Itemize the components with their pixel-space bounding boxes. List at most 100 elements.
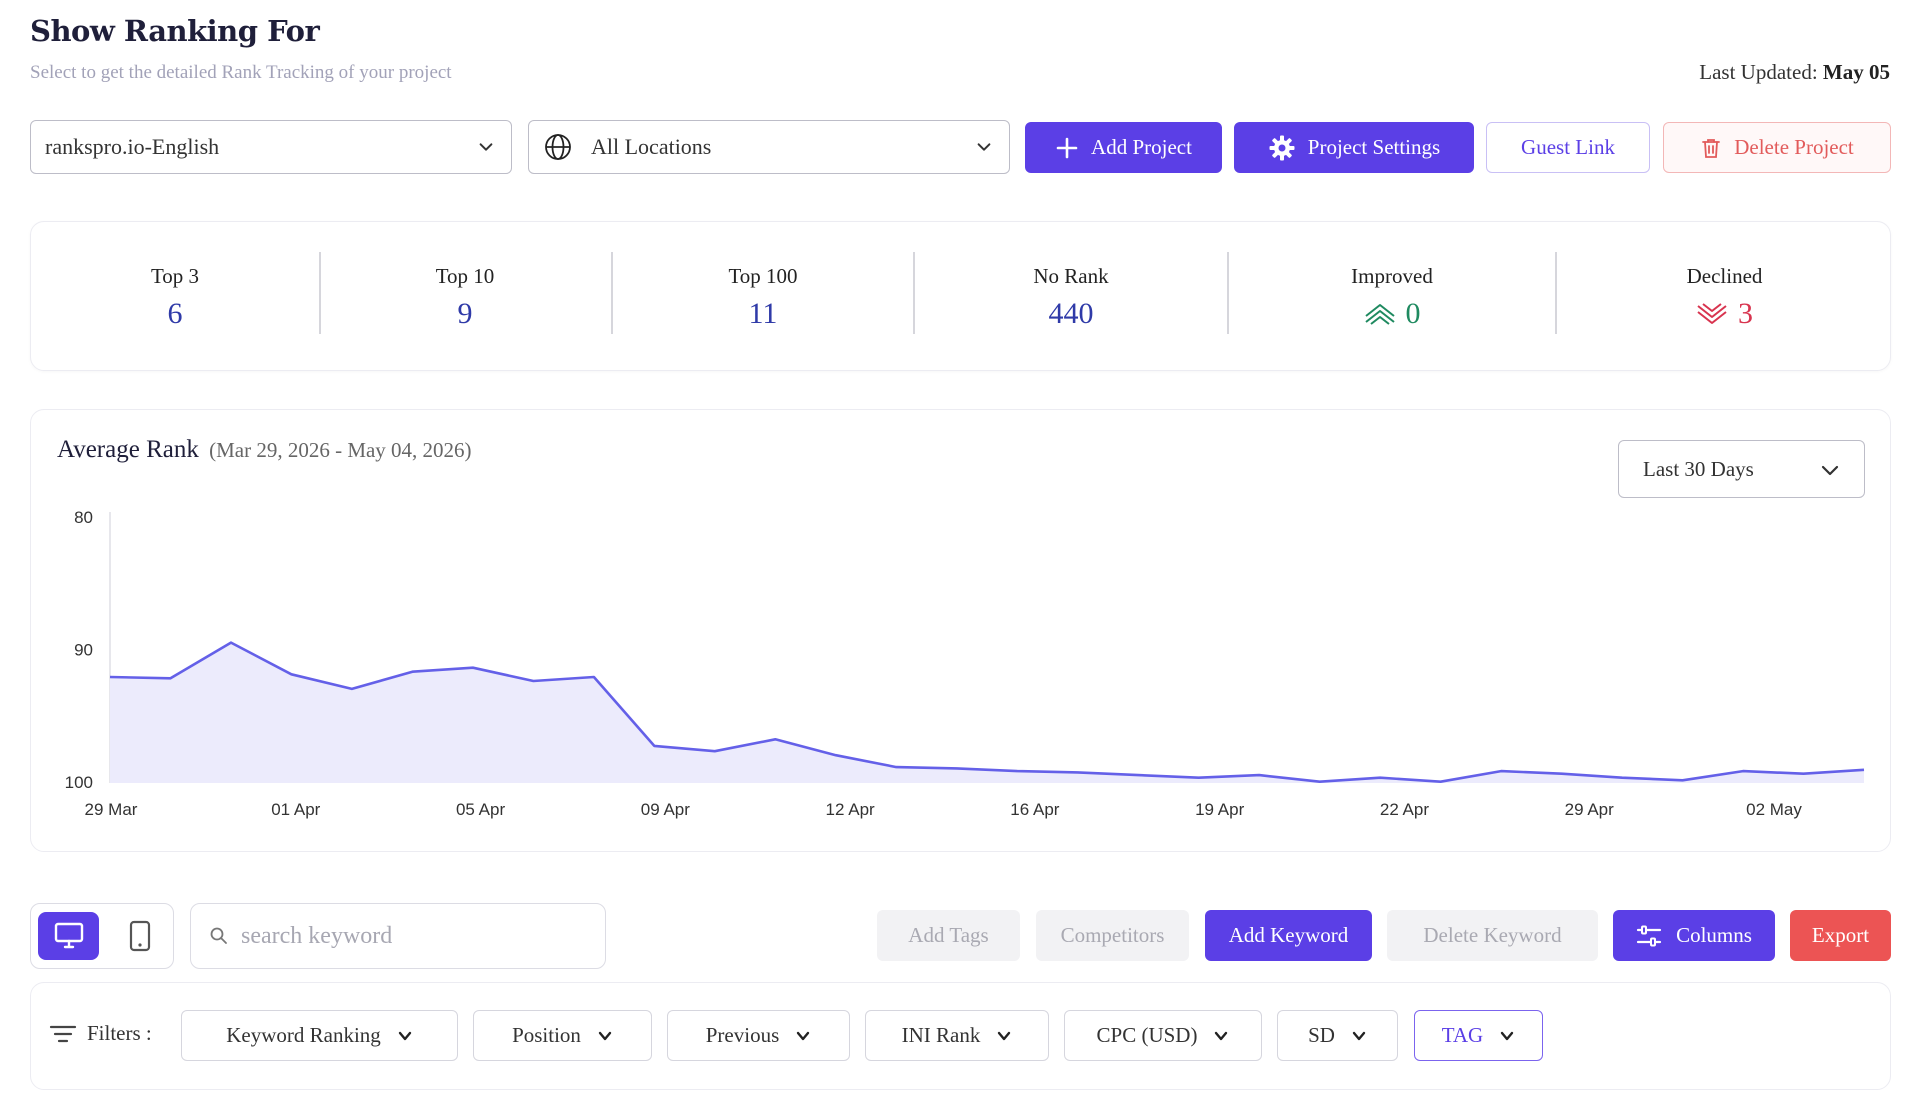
competitors-button[interactable]: Competitors [1036,910,1189,961]
rank-data-point[interactable] [108,675,112,679]
rank-data-point[interactable] [289,672,293,676]
columns-button[interactable]: Columns [1613,910,1775,961]
add-project-button[interactable]: Add Project [1025,122,1222,173]
stat-label: Top 3 [150,263,200,288]
rank-data-point[interactable] [1741,769,1745,773]
filter-previous[interactable]: Previous [667,1010,850,1061]
x-tick-label: 29 Mar [85,800,138,819]
divider [1227,252,1229,334]
project-settings-button[interactable]: Project Settings [1234,122,1474,173]
add-keyword-button[interactable]: Add Keyword [1205,910,1372,961]
guest-link-button[interactable]: Guest Link [1486,122,1650,173]
rank-data-point[interactable] [1802,772,1806,776]
stat-improved[interactable]: Improved 0 [1229,222,1555,372]
stat-label: Declined [1686,263,1763,288]
x-tick-label: 29 Apr [1565,800,1614,819]
rank-data-point[interactable] [652,744,656,748]
average-rank-chart[interactable]: 80 90 100 29 Mar 01 Apr 05 Apr 09 Apr 12 Apr 16 … [31,410,1889,850]
rank-data-point[interactable] [834,753,838,757]
rank-data-point[interactable] [168,676,172,680]
filter-label: Keyword Ranking [226,1023,381,1047]
device-toggle [30,903,174,969]
chevron-down-icon [598,1031,612,1040]
chevron-down-icon [1501,1031,1514,1040]
delete-project-button[interactable]: Delete Project [1663,122,1891,173]
location-select-value: All Locations [591,134,712,159]
stat-top-3[interactable]: Top 3 6 [31,222,319,372]
rank-data-point[interactable] [773,737,777,741]
rank-data-point[interactable] [1197,776,1201,780]
last-updated-label: Last Updated: [1699,60,1818,84]
add-project-label: Add Project [1091,135,1192,159]
date-range-select[interactable]: Last 30 Days [1618,440,1865,498]
desktop-toggle-button[interactable] [38,912,99,960]
stat-no-rank[interactable]: No Rank 440 [915,222,1227,372]
x-tick-label: 12 Apr [826,800,875,819]
page-subtitle: Select to get the detailed Rank Tracking… [30,62,452,83]
stat-value: 440 [1048,296,1094,330]
filter-ini-rank[interactable]: INI Rank [865,1010,1049,1061]
stat-declined[interactable]: Declined 3 [1557,222,1892,372]
rank-data-point[interactable] [955,766,959,770]
chevron-down-icon [977,143,991,151]
filter-tag[interactable]: TAG [1414,1010,1543,1061]
y-tick-label: 90 [74,641,93,660]
search-keyword-box [190,903,606,969]
sliders-icon [1636,925,1662,947]
filter-position[interactable]: Position [473,1010,652,1061]
rank-data-point[interactable] [1015,769,1019,773]
filter-label: INI Rank [901,1023,981,1047]
delete-keyword-button[interactable]: Delete Keyword [1387,910,1598,961]
rank-data-point[interactable] [1257,773,1261,777]
rank-data-point[interactable] [1499,769,1503,773]
page-title: Show Ranking For [30,14,320,48]
rank-data-point[interactable] [1560,772,1564,776]
chart-title-text: Average Rank [57,436,199,463]
rank-data-point[interactable] [1620,776,1624,780]
average-rank-card: Average Rank (Mar 29, 2026 - May 04, 202… [30,409,1891,852]
rank-data-point[interactable] [1378,776,1382,780]
project-select-value: rankspro.io-English [45,134,220,159]
filter-label: Previous [705,1023,780,1047]
project-select[interactable]: rankspro.io-English [30,120,512,174]
x-tick-label: 16 Apr [1010,800,1059,819]
stat-value: 0 [1405,296,1421,330]
search-keyword-input[interactable] [241,922,581,950]
rank-data-point[interactable] [471,666,475,670]
rank-data-point[interactable] [410,670,414,674]
date-range-value: Last 30 Days [1643,456,1754,481]
rank-data-point[interactable] [713,749,717,753]
rank-data-point[interactable] [1862,768,1866,772]
rank-series-line[interactable] [109,641,1865,783]
location-select[interactable]: All Locations [528,120,1010,174]
add-tags-button[interactable]: Add Tags [877,910,1020,961]
mobile-toggle-button[interactable] [117,912,163,960]
stat-top-10[interactable]: Top 10 9 [321,222,609,372]
plus-icon [1055,136,1079,160]
filter-cpc[interactable]: CPC (USD) [1064,1010,1262,1061]
stat-value: 11 [748,296,778,330]
filter-sd[interactable]: SD [1277,1010,1398,1061]
filter-keyword-ranking[interactable]: Keyword Ranking [181,1010,458,1061]
export-button[interactable]: Export [1790,910,1891,961]
globe-icon [545,134,571,160]
rank-data-point[interactable] [1439,780,1443,784]
rank-data-point[interactable] [894,765,898,769]
chevron-down-icon [479,143,493,151]
rank-data-point[interactable] [1076,770,1080,774]
rank-data-point[interactable] [1681,778,1685,782]
stat-top-100[interactable]: Top 100 11 [613,222,913,372]
mobile-icon [129,920,151,952]
rank-data-point[interactable] [229,641,233,645]
rank-data-point[interactable] [1318,780,1322,784]
rank-data-point[interactable] [350,687,354,691]
rank-data-point[interactable] [531,679,535,683]
rank-data-point[interactable] [1136,773,1140,777]
stat-value: 6 [167,296,183,330]
stat-value-row: 3 [1696,297,1753,331]
divider [611,252,613,334]
stat-label: Top 10 [435,263,495,288]
x-tick-label: 02 May [1746,800,1802,819]
filter-icon [49,1024,77,1044]
rank-data-point[interactable] [592,675,596,679]
